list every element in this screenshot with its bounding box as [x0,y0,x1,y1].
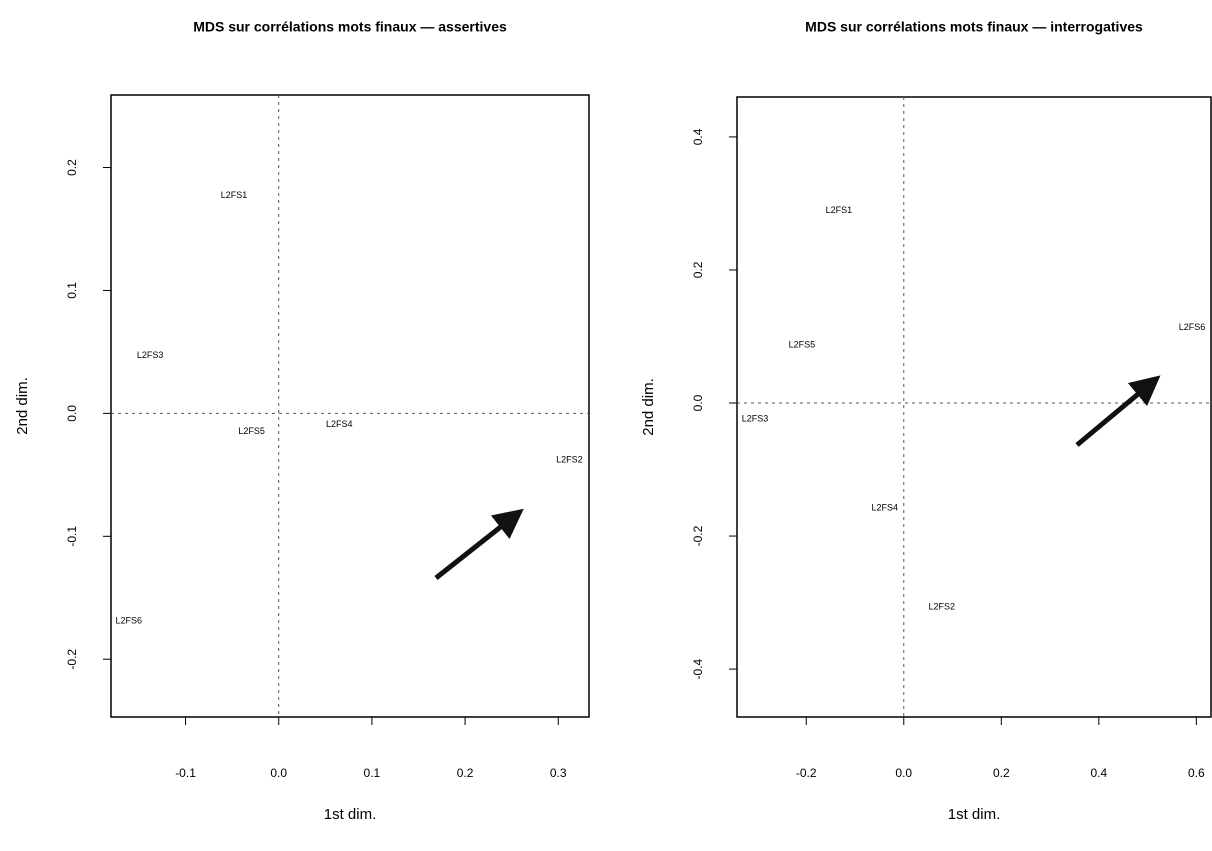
y-tick-label: 0.4 [691,128,705,145]
x-tick-label: 0.2 [457,766,474,780]
y-tick-label: 0.0 [691,394,705,411]
x-tick-label: 0.4 [1090,766,1107,780]
point-label: L2FS4 [326,419,353,429]
plot-frame [110,94,590,718]
point-label: L2FS3 [137,350,164,360]
point-label: L2FS5 [238,426,265,436]
y-tick-label: -0.1 [65,526,79,547]
y-axis-label: 2nd dim. [14,377,31,435]
y-tick-label: -0.2 [65,649,79,670]
plot-frame [736,96,1212,718]
point-label: L2FS5 [789,340,816,350]
arrow [1075,375,1161,447]
x-tick-label: 0.3 [550,766,567,780]
point-label: L2FS6 [115,615,142,625]
y-tick-label: 0.1 [65,282,79,299]
point-label: L2FS6 [1179,322,1206,332]
x-tick-label: 0.2 [993,766,1010,780]
y-tick-label: -0.4 [691,658,705,679]
point-label: L2FS1 [826,205,853,215]
point-label: L2FS3 [742,413,769,423]
x-tick-label: 0.6 [1188,766,1205,780]
y-tick-label: 0.2 [65,159,79,176]
x-tick-label: -0.2 [796,766,817,780]
chart-title: MDS sur corrélations mots finaux — asser… [193,19,507,35]
y-axis-label: 2nd dim. [640,378,657,436]
x-tick-label: 0.1 [364,766,381,780]
x-tick-label: -0.1 [175,766,196,780]
x-axis-label: 1st dim. [948,806,1001,823]
point-label: L2FS1 [221,190,248,200]
point-label: L2FS2 [929,602,956,612]
x-axis-label: 1st dim. [324,806,377,823]
y-tick-label: -0.2 [691,525,705,546]
point-label: L2FS2 [556,454,583,464]
chart-title: MDS sur corrélations mots finaux — inter… [805,19,1143,35]
y-tick-label: 0.0 [65,405,79,422]
arrow [434,508,524,580]
x-tick-label: 0.0 [895,766,912,780]
x-tick-label: 0.0 [270,766,287,780]
point-label: L2FS4 [871,502,898,512]
y-tick-label: 0.2 [691,261,705,278]
